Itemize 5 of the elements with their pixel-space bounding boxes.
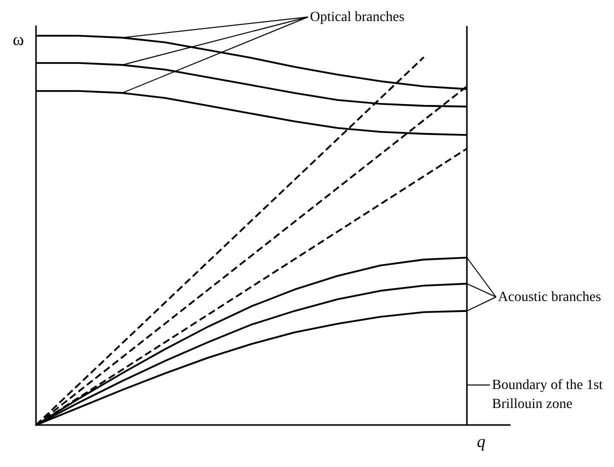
annotation: Acoustic branches [498,290,602,305]
x-axis-title: q [476,432,486,451]
annotation: Boundary of the 1st Brillouin zone [492,378,603,412]
y-axis-title: ω [12,30,24,49]
text: Optical branches [310,10,404,25]
